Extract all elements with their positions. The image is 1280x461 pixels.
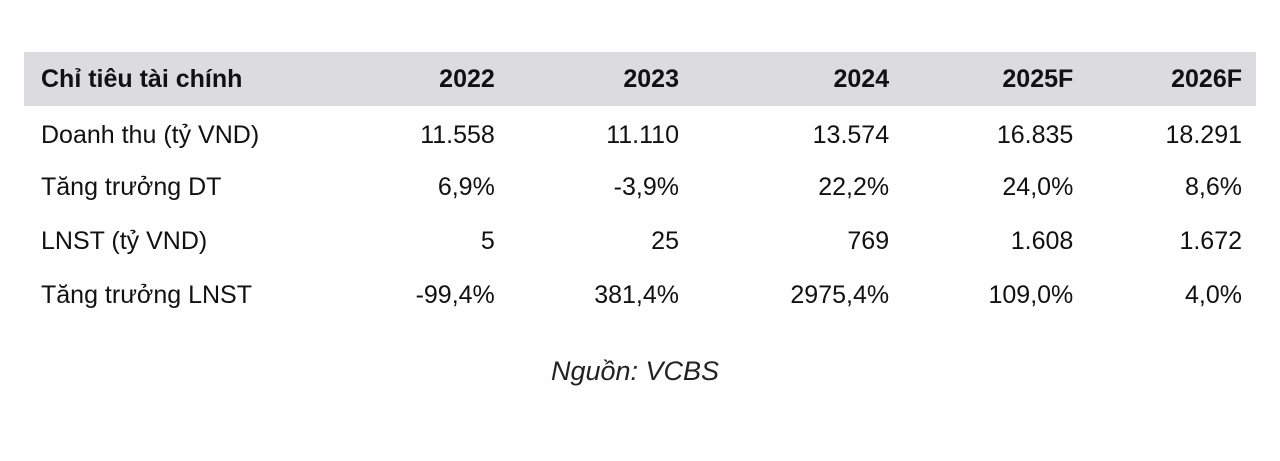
table-cell: 11.110: [606, 120, 679, 149]
row-label: LNST (tỷ VND): [41, 226, 208, 255]
table-cell: 18.291: [1165, 120, 1242, 149]
table-cell: 11.558: [420, 120, 495, 149]
table-cell: 381,4%: [594, 280, 679, 309]
table-cell: 4,0%: [1185, 280, 1242, 309]
table-cell: 16.835: [996, 120, 1074, 149]
header-cell: 2023: [623, 64, 679, 93]
row-label: Doanh thu (tỷ VND): [41, 120, 260, 149]
table-row: Tăng trưởng LNST -99,4% 381,4% 2975,4% 109,0…: [24, 268, 1256, 322]
header-cell: 2022: [439, 64, 495, 93]
table-cell: 24,0%: [1002, 172, 1074, 201]
row-label: Tăng trưởng LNST: [41, 280, 252, 309]
header-cell: 2026F: [1171, 64, 1242, 93]
table-cell: 2975,4%: [790, 280, 890, 309]
table-cell: 1.672: [1179, 226, 1242, 255]
table-row: LNST (tỷ VND) 5 25 769 1.608 1.672: [24, 214, 1256, 268]
table-cell: 1.608: [1010, 226, 1074, 255]
table-cell: -99,4%: [415, 280, 495, 309]
table-cell: 8,6%: [1185, 172, 1242, 201]
header-cell: 2025F: [1002, 64, 1074, 93]
table-cell: 6,9%: [437, 172, 495, 201]
table-cell: -3,9%: [613, 172, 679, 201]
header-cell: 2024: [833, 64, 890, 93]
table-cell: 109,0%: [988, 280, 1074, 309]
source-caption: Nguồn: VCBS: [550, 356, 720, 386]
table-cell: 5: [480, 226, 495, 255]
table-header-row: Chỉ tiêu tài chính 2022 2023 2024 2025F …: [24, 52, 1256, 106]
table-cell: 769: [847, 226, 890, 255]
table-row: Doanh thu (tỷ VND) 11.558 11.110 13.574 16.8…: [24, 106, 1256, 160]
header-cell: Chỉ tiêu tài chính: [41, 64, 243, 93]
table-cell: 25: [651, 226, 679, 255]
table-cell: 22,2%: [818, 172, 890, 201]
table-cell: 13.574: [812, 120, 890, 149]
financial-table: Chỉ tiêu tài chính 2022 2023 2024 2025F …: [24, 52, 1256, 322]
row-label: Tăng trưởng DT: [41, 172, 222, 201]
table-row: Tăng trưởng DT 6,9% -3,9% 22,2% 24,0% 8,6%: [24, 160, 1256, 214]
